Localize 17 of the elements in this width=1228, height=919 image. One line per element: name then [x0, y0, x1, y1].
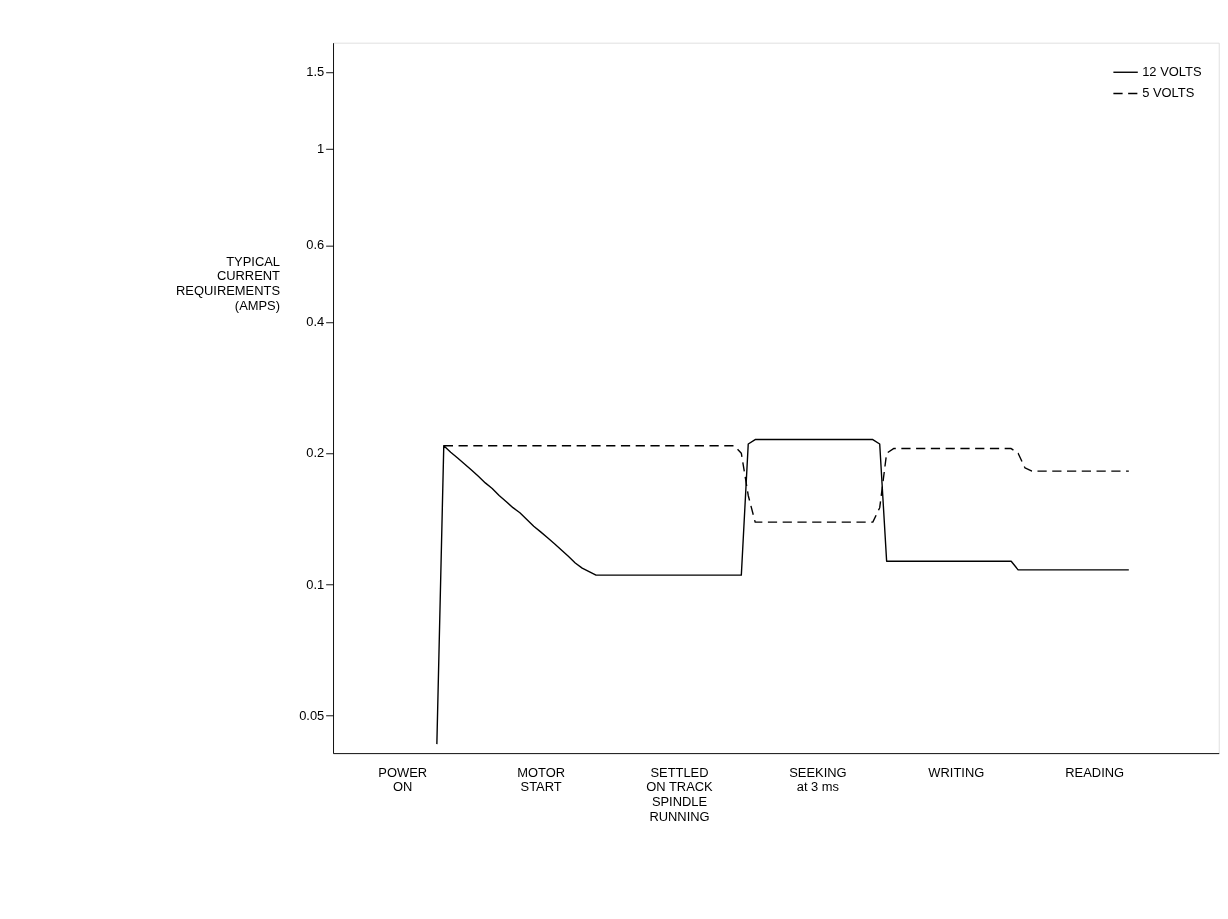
y-tick-label: 1.5	[306, 64, 325, 80]
y-tick-label: 1	[317, 140, 325, 156]
x-tick-label: READING	[1065, 764, 1125, 780]
x-tick-label: SEEKING at 3 ms	[789, 764, 847, 795]
x-tick-label: WRITING	[928, 764, 985, 780]
y-tick-label: 0.05	[299, 707, 325, 723]
y-axis-title: TYPICAL CURRENT REQUIREMENTS (AMPS)	[176, 253, 281, 313]
y-tick-label: 0.4	[306, 314, 325, 330]
y-tick-label: 0.2	[306, 445, 325, 461]
x-tick-label: SETTLED ON TRACK SPINDLE RUNNING	[646, 764, 714, 824]
legend-label: 12 VOLTS	[1142, 63, 1202, 79]
x-tick-label: POWER ON	[378, 764, 428, 795]
x-tick-label: MOTOR START	[517, 764, 566, 795]
line-series	[436, 438, 1130, 745]
legend-label: 5 VOLTS	[1142, 85, 1195, 101]
y-tick-label: 0.6	[306, 237, 325, 253]
y-tick-label: 0.1	[306, 576, 325, 592]
